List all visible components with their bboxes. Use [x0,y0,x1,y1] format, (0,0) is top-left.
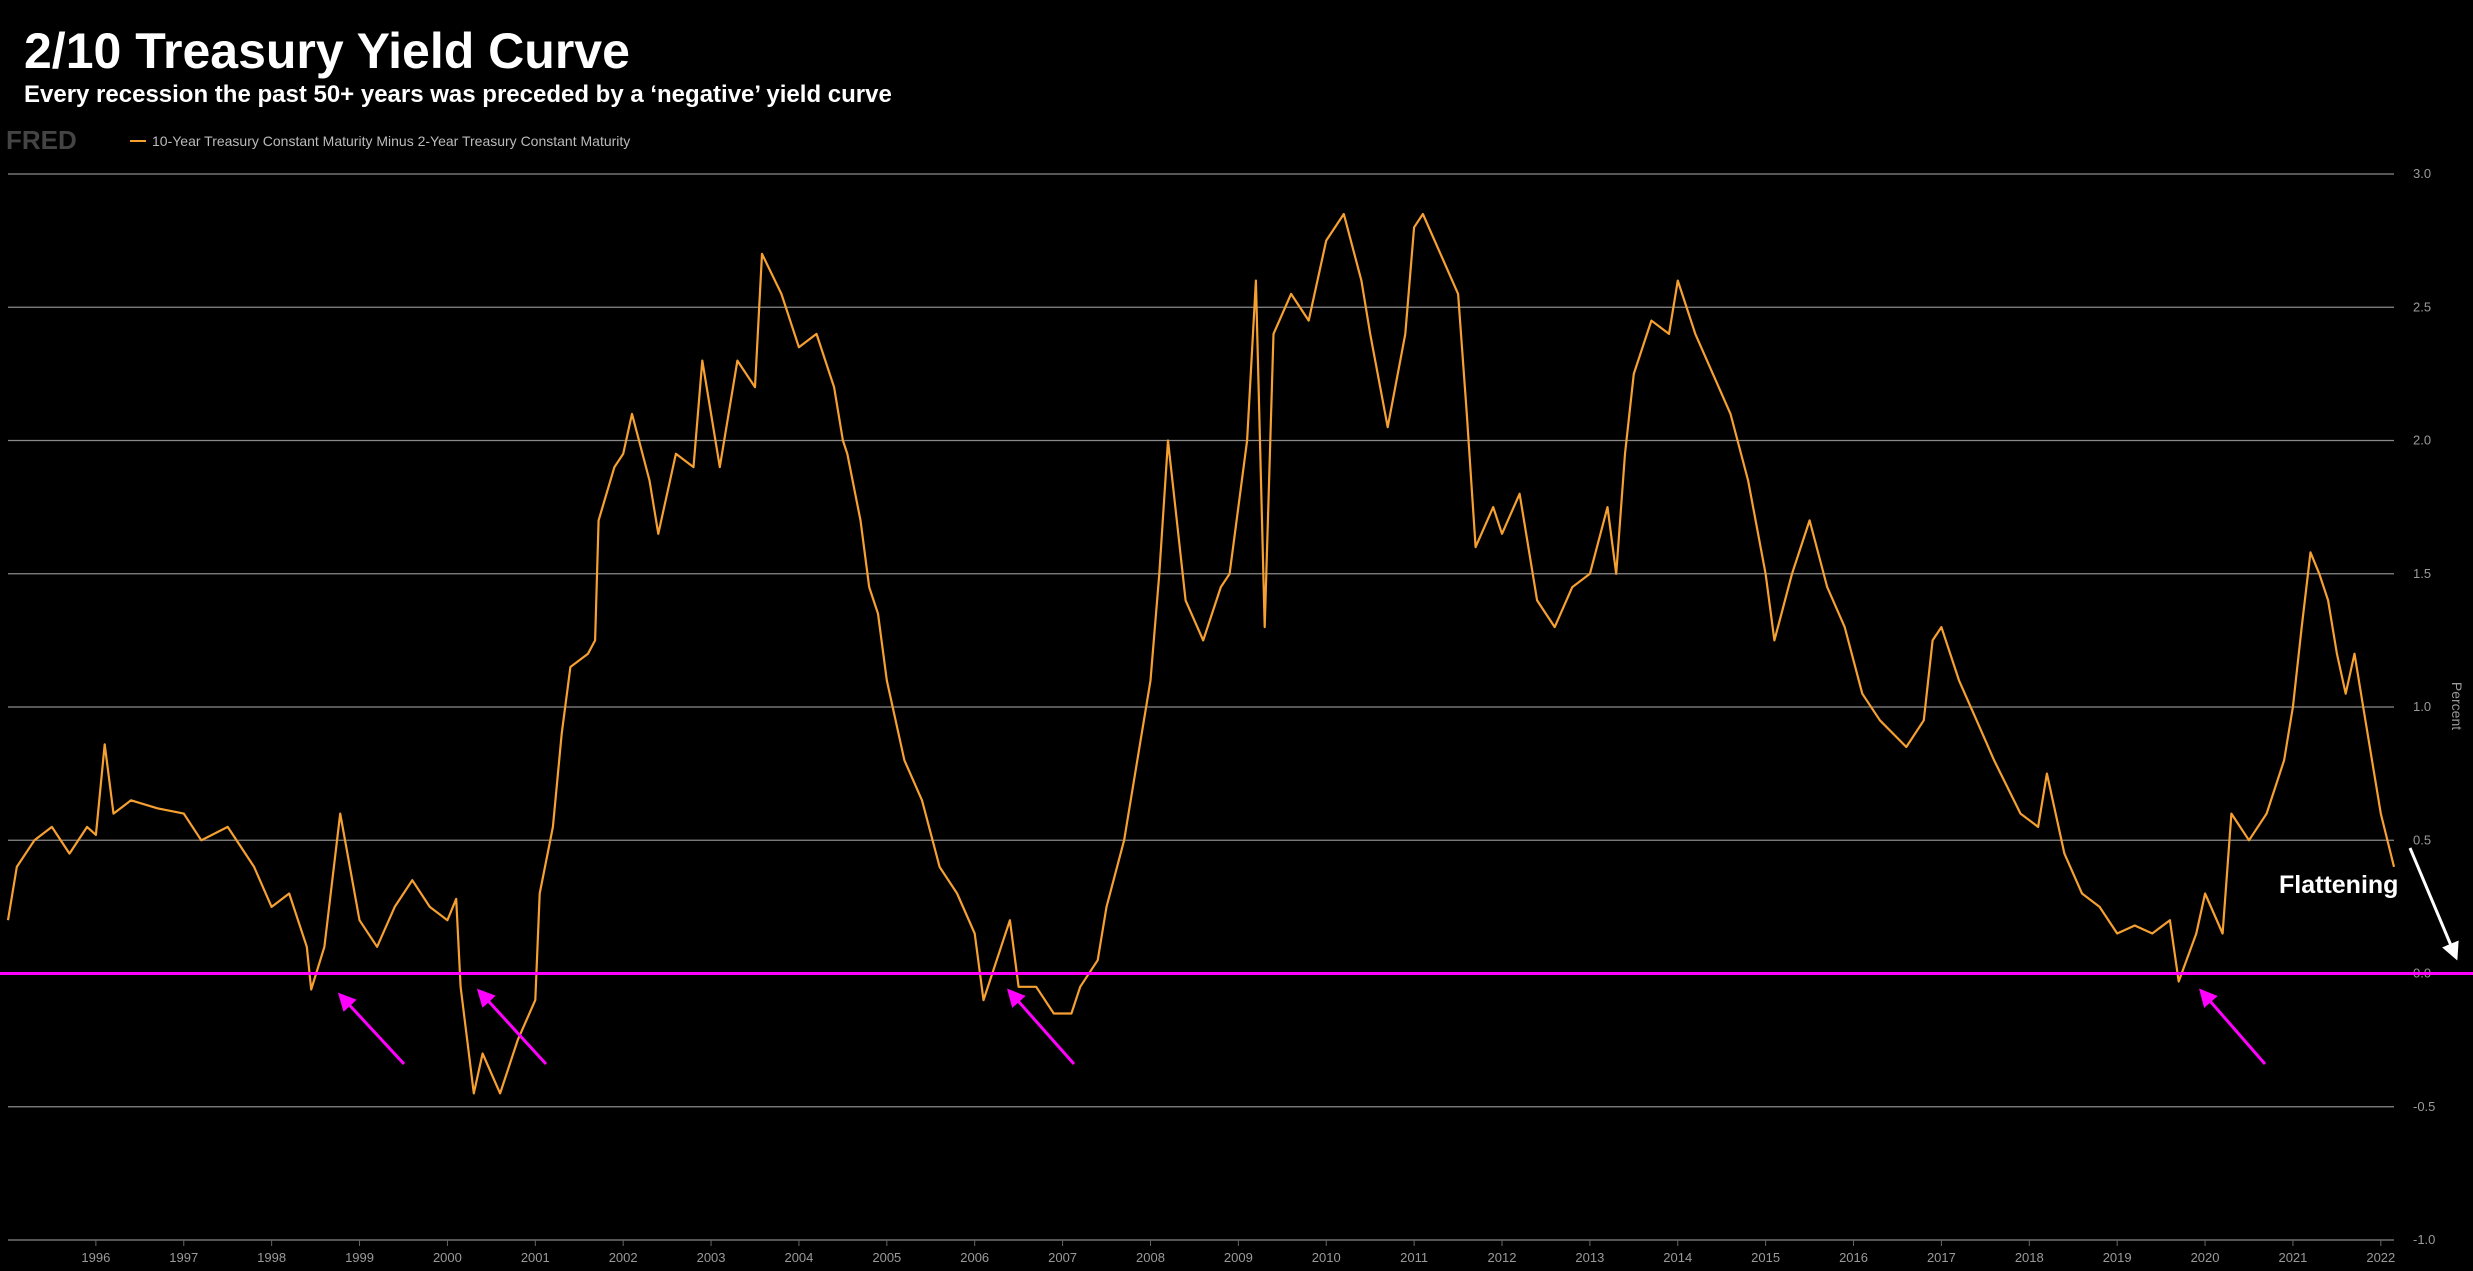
y-axis-label: Percent [2449,682,2465,730]
arrow [2199,988,2267,1065]
x-tick-label: 1998 [257,1250,286,1265]
x-tick-label: 2016 [1839,1250,1868,1265]
x-tick-label: 2018 [2015,1250,2044,1265]
y-tick-label: -1.0 [2413,1232,2435,1247]
plot: 3.02.52.01.51.00.50.0-0.5-1.019961997199… [0,166,2473,1265]
x-tick-label: 2015 [1751,1250,1780,1265]
x-tick-label: 2001 [521,1250,550,1265]
x-tick-label: 2002 [609,1250,638,1265]
y-tick-label: 3.0 [2413,166,2431,181]
x-tick-label: 2013 [1575,1250,1604,1265]
x-tick-label: 2011 [1400,1250,1428,1265]
x-tick-label: 2014 [1663,1250,1692,1265]
x-tick-label: 2019 [2103,1250,2132,1265]
y-tick-label: 1.0 [2413,699,2431,714]
x-tick-label: 2008 [1136,1250,1165,1265]
x-tick-label: 2021 [2278,1250,2307,1265]
legend-label: 10-Year Treasury Constant Maturity Minus… [152,133,630,149]
y-tick-label: -0.5 [2413,1099,2435,1114]
x-tick-label: 2007 [1048,1250,1077,1265]
arrow [1007,988,1076,1065]
annotation: Flattening [2279,871,2398,899]
chart-subtitle: Every recession the past 50+ years was p… [24,81,892,108]
x-tick-label: 2003 [697,1250,726,1265]
x-tick-label: 2022 [2366,1250,2395,1265]
x-tick-label: 2020 [2191,1250,2220,1265]
arrow [2408,847,2459,961]
y-tick-label: 0.5 [2413,832,2431,847]
x-tick-label: 2009 [1224,1250,1253,1265]
y-tick-label: 2.5 [2413,299,2431,314]
x-tick-label: 2005 [872,1250,901,1265]
x-tick-label: 2004 [784,1250,813,1265]
chart-title: 2/10 Treasury Yield Curve [24,23,630,79]
x-tick-label: 1996 [81,1250,110,1265]
x-tick-label: 2012 [1488,1250,1517,1265]
y-tick-label: 1.5 [2413,566,2431,581]
arrow [476,988,548,1066]
y-tick-label: 2.0 [2413,433,2431,448]
x-tick-label: 2006 [960,1250,989,1265]
x-tick-label: 2017 [1927,1250,1956,1265]
arrow [337,992,406,1066]
arrows [337,847,2459,1066]
source-logo: FRED [6,125,77,155]
x-tick-label: 2010 [1312,1250,1341,1265]
x-tick-label: 1999 [345,1250,374,1265]
x-tick-label: 2000 [433,1250,462,1265]
x-tick-label: 1997 [169,1250,198,1265]
